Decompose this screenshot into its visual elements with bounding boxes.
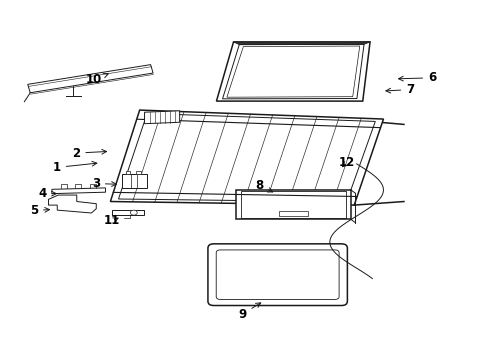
Text: 11: 11 [103,215,120,228]
Polygon shape [112,211,143,215]
Text: 8: 8 [254,179,272,192]
Polygon shape [48,195,96,213]
Polygon shape [236,190,350,219]
Text: 5: 5 [30,204,49,217]
Circle shape [130,210,137,215]
Text: 9: 9 [238,303,260,321]
Text: 1: 1 [53,161,97,174]
Polygon shape [216,42,369,101]
Text: 3: 3 [92,177,116,190]
Text: 10: 10 [85,73,108,86]
Polygon shape [233,42,369,45]
Text: 6: 6 [398,71,435,84]
Bar [136,171,141,174]
Polygon shape [122,174,147,188]
Text: 12: 12 [338,156,354,169]
Bar [125,171,130,174]
FancyBboxPatch shape [207,244,346,306]
Polygon shape [52,188,105,194]
Text: 2: 2 [72,147,106,159]
Polygon shape [144,111,179,124]
Text: 4: 4 [38,187,56,200]
Polygon shape [110,110,383,205]
Text: 7: 7 [385,83,413,96]
Bar [278,211,307,216]
